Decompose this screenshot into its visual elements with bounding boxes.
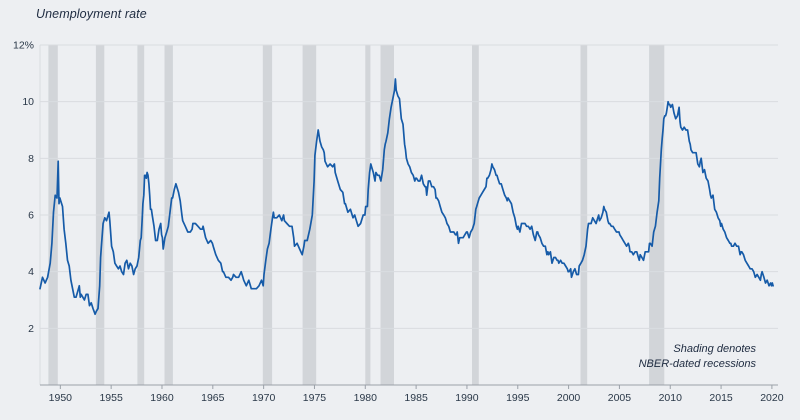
x-tick-label: 2005 xyxy=(608,392,632,404)
recession-shading-note-line2: NBER-dated recessions xyxy=(638,357,756,370)
y-tick-label: 6 xyxy=(28,210,34,222)
x-tick-label: 2010 xyxy=(659,392,683,404)
x-tick-label: 1970 xyxy=(252,392,276,404)
y-tick-label: 12% xyxy=(13,40,34,52)
x-tick-label: 2015 xyxy=(709,392,733,404)
chart-title: Unemployment rate xyxy=(36,7,147,21)
x-tick-label: 1990 xyxy=(455,392,479,404)
y-tick-label: 4 xyxy=(28,266,34,278)
x-tick-label: 1960 xyxy=(150,392,174,404)
recession-shading-note: Shading denotes NBER-dated recessions xyxy=(639,342,756,371)
y-tick-label: 8 xyxy=(28,153,34,165)
x-tick-label: 1980 xyxy=(354,392,378,404)
x-tick-label: 1965 xyxy=(201,392,225,404)
x-tick-label: 2020 xyxy=(760,392,784,404)
x-tick-label: 1950 xyxy=(49,392,73,404)
y-tick-label: 10 xyxy=(22,96,34,108)
y-tick-label: 2 xyxy=(28,323,34,335)
x-tick-label: 1975 xyxy=(303,392,327,404)
x-tick-label: 2000 xyxy=(557,392,581,404)
recession-shading-note-line1: Shading denotes xyxy=(673,343,756,355)
x-tick-label: 1995 xyxy=(506,392,530,404)
unemployment-line xyxy=(39,78,774,316)
x-tick-label: 1985 xyxy=(404,392,428,404)
x-tick-label: 1955 xyxy=(99,392,123,404)
